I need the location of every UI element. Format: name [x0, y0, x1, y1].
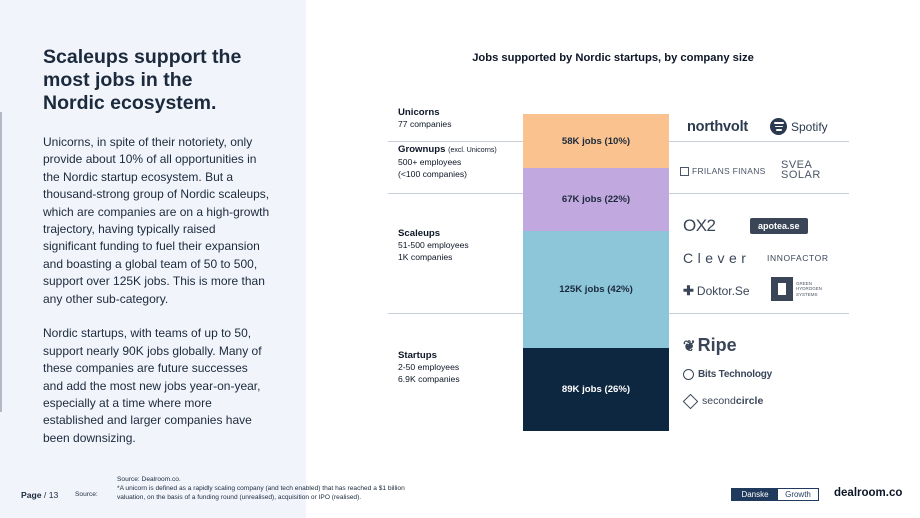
- secondcircle-text-a: second: [702, 395, 736, 407]
- source-note: Source: Dealroom.co. *A unicorn is defin…: [117, 476, 417, 503]
- left-panel: [0, 0, 306, 518]
- row-detail: 1K companies: [398, 251, 453, 262]
- headline: Scaleups support the most jobs in the No…: [43, 46, 242, 114]
- secondcircle-diamond-icon: [682, 393, 699, 409]
- row-detail: 77 companies: [398, 119, 452, 129]
- chart-title: Jobs supported by Nordic startups, by co…: [472, 52, 754, 64]
- body-text: Unicorns, in spite of their notoriety, o…: [43, 134, 271, 465]
- ripe-logo: ❦ Ripe: [683, 335, 737, 356]
- spotify-text: Spotify: [791, 119, 828, 134]
- secondcircle-logo: second circle: [682, 393, 764, 409]
- row-name: Grownups (excl. Unicorns): [398, 144, 522, 157]
- ox2-logo: OX2: [683, 216, 716, 235]
- row-label-startups: Startups 2-50 employees 6.9K companies: [398, 350, 522, 385]
- bits-text: Bits Technology: [698, 369, 773, 380]
- row-detail: 500+ employees: [398, 157, 462, 167]
- row-detail: (<100 companies): [398, 168, 468, 179]
- body-paragraph-1: Unicorns, in spite of their notoriety, o…: [43, 135, 270, 306]
- dealroom-logo: dealroom.co: [834, 487, 903, 499]
- bar-segment-scaleups: 125K jobs (42%): [523, 230, 669, 348]
- row-label-unicorns: Unicorns 77 companies: [398, 107, 522, 131]
- page-sep: /: [41, 490, 49, 500]
- row-name-text: Grownups: [398, 144, 446, 155]
- ripe-text: Ripe: [697, 335, 737, 355]
- row-detail: 51-500 employees: [398, 240, 469, 250]
- clever-logo: Clever: [683, 250, 751, 266]
- row-note: (excl. Unicorns): [448, 147, 497, 154]
- row-detail: 6.9K companies: [398, 373, 460, 384]
- bar-segment-unicorns: 58K jobs (10%): [523, 114, 669, 169]
- bits-technology-logo: Bits Technology: [683, 369, 772, 380]
- doktor-se-logo: ✚ Doktor.Se: [683, 283, 750, 299]
- green-hydrogen-systems-logo: GREEN HYDROGEN SYSTEMS: [771, 277, 822, 301]
- row-label-scaleups: Scaleups 51-500 employees 1K companies: [398, 228, 522, 263]
- danske-growth-logo: Danske Growth: [731, 488, 819, 501]
- frilans-building-icon: [680, 166, 689, 176]
- body-paragraph-2: Nordic startups, with teams of up to 50,…: [43, 326, 262, 445]
- row-label-grownups: Grownups (excl. Unicorns) 500+ employees…: [398, 144, 522, 180]
- secondcircle-text-b: circle: [735, 395, 764, 407]
- ghs-text: GREEN HYDROGEN SYSTEMS: [796, 280, 823, 297]
- frilans-finans-logo: FRILANS FINANS: [680, 166, 766, 176]
- source-line: *A unicorn is defined as a rapidly scali…: [117, 484, 405, 501]
- row-name: Unicorns: [398, 107, 440, 118]
- source-label: Source:: [75, 491, 98, 498]
- apotea-logo: apotea.se: [750, 218, 808, 234]
- spotify-logo: Spotify: [770, 118, 828, 135]
- partner-growth: Growth: [785, 490, 811, 499]
- ghs-mark-icon: [771, 277, 793, 301]
- partner-danske: Danske: [732, 489, 778, 500]
- innofactor-logo: INNOFACTOR: [767, 253, 829, 263]
- doktor-text: Doktor.Se: [696, 284, 750, 298]
- spotify-icon: [770, 118, 787, 135]
- frilans-text: FRILANS FINANS: [692, 166, 766, 176]
- ripe-leaf-icon: ❦: [683, 337, 696, 355]
- northvolt-logo: northvolt: [687, 119, 749, 135]
- source-line: Source: Dealroom.co.: [117, 476, 181, 483]
- row-detail: 2-50 employees: [398, 362, 460, 372]
- svea-solar-logo: SVEA SOLAR: [781, 159, 821, 181]
- bar-segment-startups: 89K jobs (26%): [523, 347, 669, 431]
- doktor-plus-icon: ✚: [683, 283, 694, 298]
- left-edge-line: [0, 112, 2, 412]
- bar-segment-grownups: 67K jobs (22%): [523, 168, 669, 231]
- page-number: 13: [48, 490, 59, 500]
- page-indicator: Page / 13: [21, 490, 58, 500]
- row-name: Scaleups: [398, 228, 441, 239]
- bits-ring-icon: [683, 369, 694, 380]
- row-name: Startups: [398, 350, 437, 361]
- page-label: Page: [21, 490, 42, 500]
